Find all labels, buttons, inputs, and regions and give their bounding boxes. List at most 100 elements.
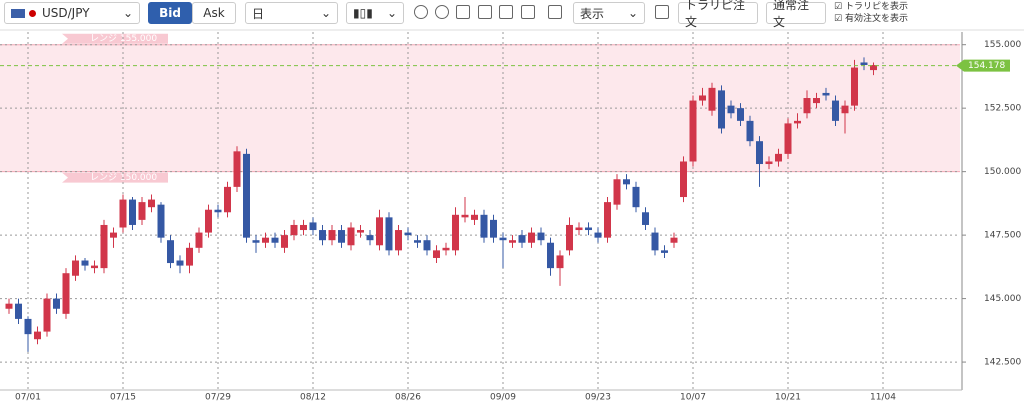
candle-body bbox=[613, 179, 621, 205]
candle-body bbox=[110, 232, 117, 238]
scroll-end[interactable] bbox=[499, 5, 513, 19]
fit[interactable] bbox=[456, 5, 470, 19]
candle-body bbox=[585, 227, 592, 231]
candle-body bbox=[404, 232, 412, 236]
chart-type-select[interactable]: ▮▯▮ ⌄ bbox=[346, 2, 404, 24]
candle-body bbox=[43, 298, 51, 332]
show-active-row[interactable]: ☑ 有効注文を表示 bbox=[834, 14, 908, 24]
candle-body bbox=[518, 235, 526, 243]
candle-body bbox=[832, 100, 839, 121]
candle-body bbox=[5, 303, 13, 309]
candle-body bbox=[243, 153, 250, 238]
normal-order-button[interactable]: 通常注文 bbox=[766, 0, 826, 29]
candle-body bbox=[300, 224, 307, 231]
candle-body bbox=[860, 62, 868, 66]
candle-body bbox=[746, 120, 754, 142]
candle-body bbox=[547, 242, 554, 269]
candle-body bbox=[632, 186, 640, 208]
bid-button[interactable]: Bid bbox=[148, 2, 192, 24]
fullscreen[interactable] bbox=[655, 5, 669, 19]
display-select[interactable]: 表示 ⌄ bbox=[573, 2, 645, 24]
ask-button[interactable]: Ask bbox=[192, 2, 236, 24]
y-tick-label: 145.000 bbox=[984, 294, 1021, 304]
candle-body bbox=[670, 237, 678, 243]
x-tick-label: 11/04 bbox=[870, 393, 896, 402]
candle-body bbox=[604, 202, 611, 238]
x-tick-label: 07/29 bbox=[205, 393, 231, 402]
candle-body bbox=[452, 214, 459, 251]
candle-body bbox=[775, 153, 782, 162]
candle-body bbox=[528, 232, 535, 243]
candle-body bbox=[822, 92, 830, 96]
x-tick-label: 09/09 bbox=[490, 393, 516, 402]
candle-body bbox=[91, 265, 98, 269]
candle-body bbox=[24, 318, 32, 335]
candle-body bbox=[15, 303, 22, 319]
candle-body bbox=[708, 87, 716, 111]
toolbar: USD/JPY ⌄ Bid Ask 日 ⌄ ▮▯▮ ⌄ 表示 ⌄ トラリピ注文 通常注文… bbox=[0, 0, 1024, 30]
candle-body bbox=[81, 260, 89, 266]
candle-body bbox=[765, 161, 773, 165]
candle-body bbox=[195, 232, 203, 248]
candle-body bbox=[309, 222, 317, 231]
candle-body bbox=[737, 108, 744, 121]
candle-body bbox=[490, 219, 497, 238]
candle-body bbox=[575, 227, 583, 231]
candle-body bbox=[594, 232, 602, 238]
memo[interactable] bbox=[521, 5, 535, 19]
y-tick-label: 152.500 bbox=[984, 104, 1021, 114]
zoom-in[interactable] bbox=[414, 5, 428, 19]
x-tick-label: 10/21 bbox=[775, 393, 801, 402]
candle-body bbox=[357, 230, 364, 233]
scale[interactable] bbox=[478, 5, 492, 19]
trarepi-order: トラリピ注文 bbox=[685, 0, 746, 29]
candle-body bbox=[366, 235, 374, 241]
candle-body bbox=[186, 247, 193, 266]
candle-body bbox=[414, 240, 421, 243]
candle-body bbox=[803, 98, 811, 114]
display: 表示 bbox=[580, 6, 605, 21]
y-tick-label: 147.500 bbox=[984, 231, 1021, 241]
symbol-select[interactable]: USD/JPY ⌄ bbox=[4, 2, 140, 24]
candle-body bbox=[395, 230, 402, 251]
candle-body bbox=[138, 202, 146, 220]
candle-body bbox=[148, 199, 155, 208]
x-tick-label: 08/26 bbox=[395, 393, 421, 402]
period-select[interactable]: 日 ⌄ bbox=[245, 2, 338, 24]
y-tick-label: 150.000 bbox=[984, 167, 1021, 177]
range-label: レンジ 150.000 bbox=[90, 173, 157, 183]
candle-body bbox=[623, 179, 630, 185]
indicator[interactable] bbox=[548, 5, 562, 19]
period: 日 bbox=[252, 6, 265, 21]
candle-body bbox=[290, 224, 298, 236]
candle-body bbox=[499, 237, 507, 241]
normal-order: 通常注文 bbox=[773, 0, 810, 29]
show-trarepi-row[interactable]: ☑ トラリピを表示 bbox=[834, 2, 908, 12]
candle-body bbox=[338, 230, 345, 243]
candle-body bbox=[224, 186, 231, 213]
zoom-out[interactable] bbox=[435, 5, 449, 19]
candle-body bbox=[727, 105, 735, 114]
x-tick-label: 07/01 bbox=[15, 393, 41, 402]
candle-body bbox=[319, 230, 326, 241]
x-tick-label: 07/15 bbox=[110, 393, 136, 402]
candle-body bbox=[214, 209, 222, 213]
candle-body bbox=[680, 161, 687, 198]
range-tag bbox=[62, 172, 168, 183]
candle-body bbox=[271, 237, 279, 243]
y-tick-label: 155.000 bbox=[984, 40, 1021, 50]
candle-body bbox=[423, 240, 431, 251]
candle-body bbox=[841, 105, 849, 114]
candle-body bbox=[566, 224, 573, 251]
range-tag bbox=[62, 33, 168, 44]
candle-body bbox=[651, 232, 659, 251]
candle-body bbox=[119, 199, 127, 228]
candle-body bbox=[556, 255, 564, 269]
bid: Bid bbox=[159, 6, 181, 20]
candle-body bbox=[62, 273, 70, 314]
candle-body bbox=[480, 214, 488, 238]
trarepi-order-button[interactable]: トラリピ注文 bbox=[678, 0, 758, 29]
candle-body bbox=[385, 217, 393, 251]
candle-body bbox=[699, 95, 706, 101]
